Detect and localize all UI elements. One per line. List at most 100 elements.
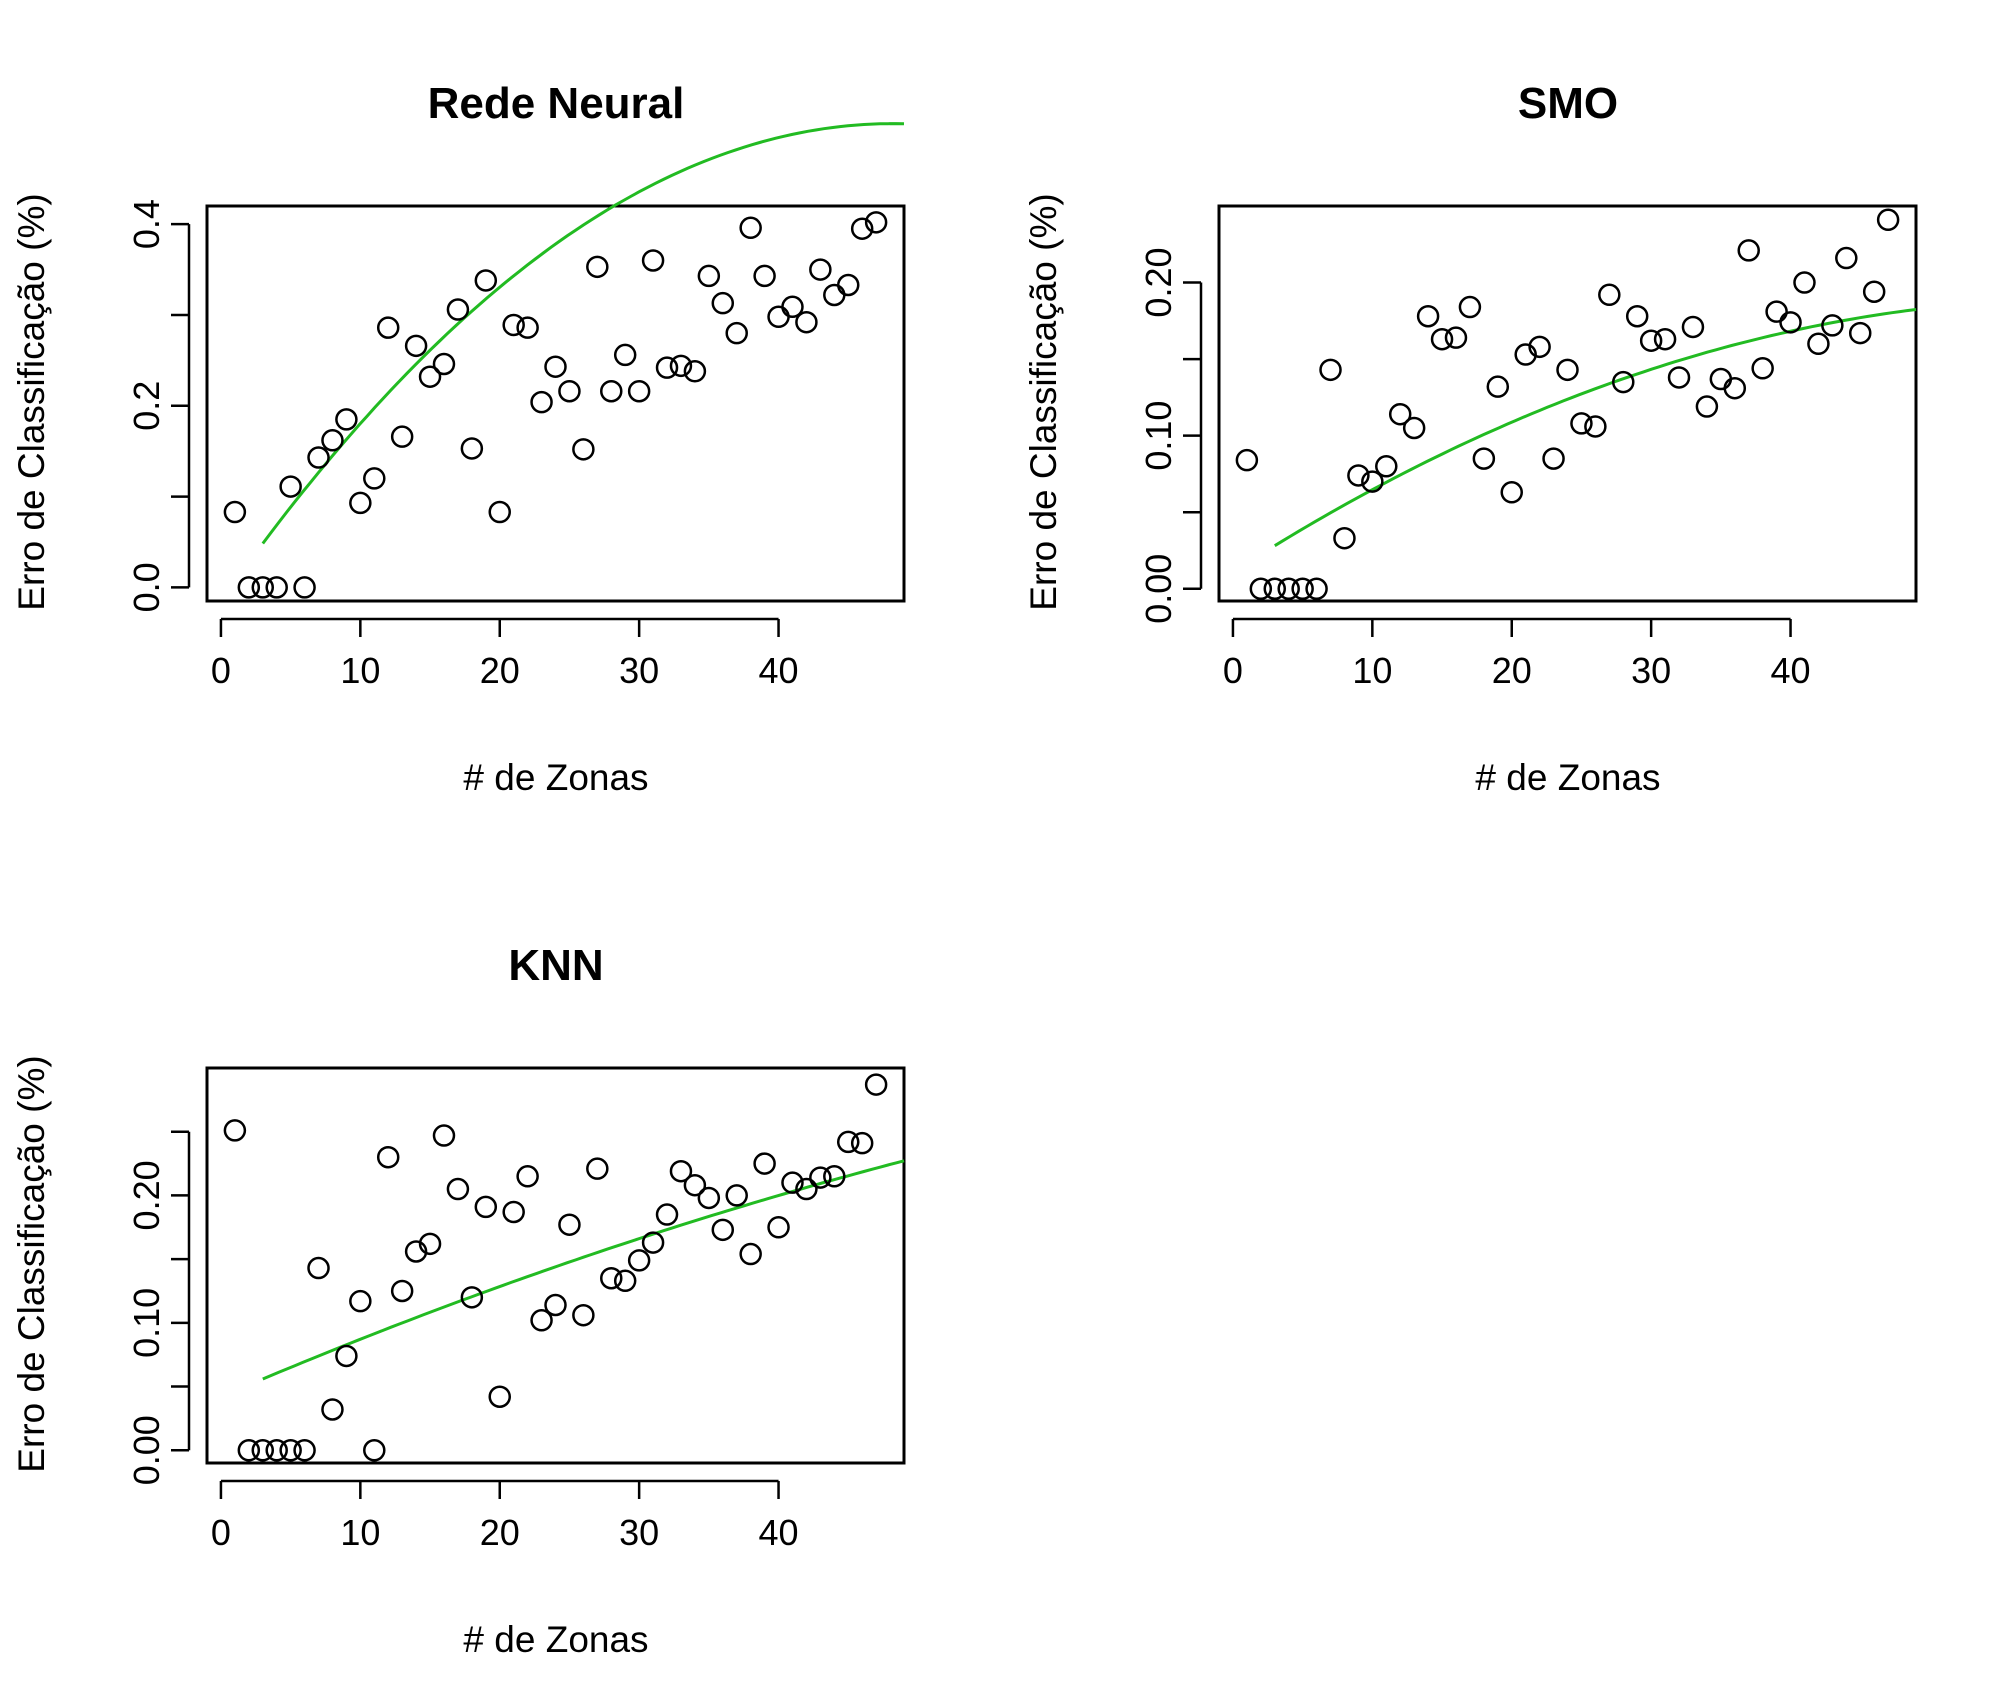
- y-axis-label: Erro de Classificação (%): [1023, 193, 1064, 610]
- data-point: [390, 425, 414, 448]
- data-point: [655, 356, 679, 379]
- plot-frame: [205, 1066, 906, 1465]
- x-tick-label: 10: [340, 650, 380, 691]
- data-point: [725, 1184, 748, 1207]
- x-tick-label: 30: [619, 650, 659, 691]
- data-point: [223, 500, 247, 524]
- data-point: [1612, 370, 1635, 394]
- data-point: [1430, 327, 1454, 351]
- y-tick-label: 0.0: [126, 562, 167, 612]
- data-point: [753, 264, 776, 288]
- data-point: [823, 1165, 846, 1188]
- data-point: [1835, 246, 1858, 270]
- data-point: [1653, 327, 1677, 351]
- x-tick-label: 30: [619, 1512, 659, 1553]
- x-tick-label: 40: [759, 650, 799, 691]
- data-point: [349, 1289, 372, 1313]
- data-point: [725, 321, 748, 345]
- data-point: [1821, 314, 1844, 337]
- data-point: [516, 1165, 539, 1188]
- data-point: [1486, 375, 1510, 398]
- data-point: [432, 352, 456, 376]
- data-point: [558, 379, 581, 403]
- data-point: [1542, 447, 1565, 470]
- data-point: [1876, 208, 1900, 232]
- y-tick-label: 0.20: [126, 1160, 167, 1230]
- fit-curve-layer: [1274, 308, 1917, 547]
- data-point: [1514, 343, 1537, 366]
- data-point: [1681, 315, 1705, 339]
- plot-frame: [205, 204, 906, 603]
- data-point: [265, 576, 288, 599]
- y-tick-label: 0.10: [126, 1288, 167, 1358]
- x-axis: 0 10 20 30 40: [1223, 617, 1811, 691]
- chart-title: KNN: [508, 941, 603, 990]
- data-point: [418, 365, 442, 388]
- data-point: [376, 1145, 400, 1169]
- data-point: [1807, 332, 1830, 356]
- data-point: [586, 1157, 609, 1180]
- data-point: [1375, 455, 1398, 478]
- data-point: [1291, 577, 1314, 601]
- data-point: [1556, 358, 1579, 382]
- data-point: [781, 1171, 804, 1194]
- data-point: [558, 1213, 581, 1236]
- data-point: [1444, 326, 1468, 349]
- data-point: [836, 273, 860, 297]
- data-point: [1305, 577, 1328, 601]
- x-tick-label: 40: [1771, 650, 1811, 691]
- chart-knn: KNN # de Zonas Erro de Classificação (%)…: [11, 941, 906, 1660]
- x-tick-label: 20: [480, 1512, 520, 1553]
- data-point: [293, 576, 316, 599]
- data-point: [474, 269, 498, 292]
- chart-smo: SMO # de Zonas Erro de Classificação (%)…: [1023, 79, 1918, 798]
- data-point: [1639, 329, 1663, 352]
- x-axis-label: # de Zonas: [1475, 757, 1660, 798]
- chart-title: SMO: [1518, 79, 1618, 128]
- data-point: [850, 217, 874, 240]
- x-tick-label: 0: [1223, 650, 1243, 691]
- data-point: [795, 1177, 818, 1201]
- data-point: [823, 283, 846, 307]
- plot-frame: [1217, 204, 1918, 603]
- data-point: [795, 310, 818, 334]
- x-tick-label: 10: [340, 1512, 380, 1553]
- x-tick-label: 20: [1492, 650, 1532, 691]
- data-point: [1709, 367, 1733, 391]
- fit-curve: [1274, 308, 1917, 547]
- data-point: [265, 1439, 288, 1462]
- data-point: [488, 500, 511, 524]
- data-point: [864, 211, 888, 234]
- data-point: [767, 1216, 790, 1239]
- data-point: [363, 1439, 386, 1462]
- data-point: [683, 360, 707, 383]
- data-point: [1584, 415, 1607, 438]
- data-point: [1402, 416, 1426, 440]
- data-point: [293, 1439, 316, 1462]
- data-point: [1319, 358, 1342, 382]
- data-point: [1472, 447, 1496, 470]
- data-point: [530, 390, 553, 414]
- data-point: [753, 1152, 776, 1175]
- x-tick-label: 10: [1352, 650, 1392, 691]
- data-point: [321, 1398, 344, 1421]
- data-point: [321, 429, 344, 452]
- y-axis: 0.00 0.10 0.20: [1138, 248, 1203, 624]
- data-point: [739, 216, 762, 240]
- data-point: [446, 1177, 470, 1201]
- data-point: [1249, 577, 1273, 601]
- y-tick-label: 0.20: [1138, 248, 1179, 318]
- data-point: [641, 1231, 665, 1254]
- data-point: [767, 305, 790, 329]
- data-point: [1361, 470, 1384, 493]
- data-point: [781, 295, 804, 319]
- data-point: [474, 1195, 498, 1219]
- data-point: [363, 467, 386, 490]
- fit-curve: [262, 1159, 905, 1381]
- data-point: [1528, 335, 1551, 359]
- y-tick-label: 0.00: [126, 1415, 167, 1485]
- x-tick-label: 0: [211, 650, 231, 691]
- data-point: [836, 1130, 860, 1154]
- x-tick-label: 0: [211, 1512, 231, 1553]
- data-point: [1388, 402, 1412, 426]
